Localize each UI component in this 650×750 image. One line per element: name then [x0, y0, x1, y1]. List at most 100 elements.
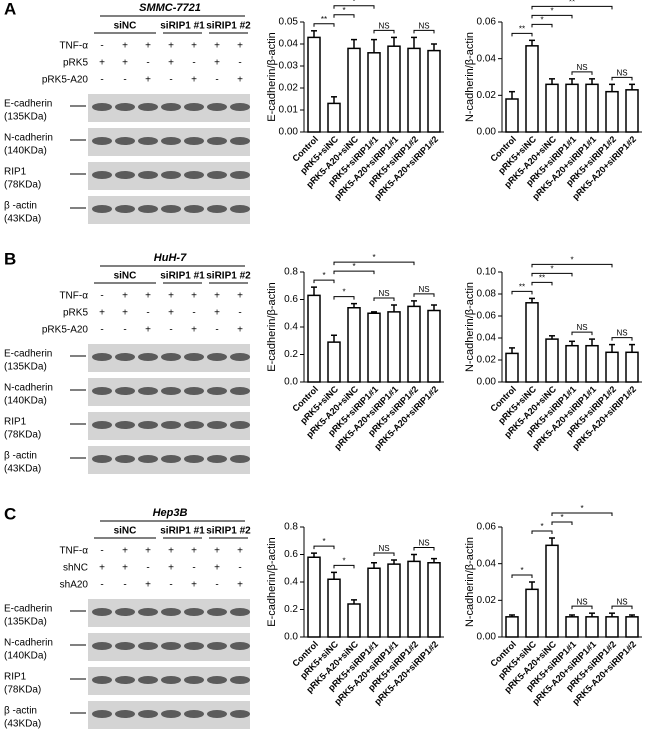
bar — [307, 36, 321, 133]
significance-label: * — [570, 256, 573, 265]
significance-bracket — [611, 337, 633, 341]
treatment-sign: + — [99, 563, 105, 574]
blot-band — [92, 608, 112, 616]
significance-bracket — [571, 71, 593, 75]
band-name: β -actin — [4, 451, 37, 462]
bar — [545, 83, 559, 133]
treatment-sign: + — [191, 325, 197, 336]
significance-bracket — [373, 297, 395, 301]
treatment-sign: + — [237, 546, 243, 557]
blot-band — [207, 455, 227, 463]
treatment-sign: + — [168, 58, 174, 69]
group-label: siNC — [114, 271, 137, 282]
bar — [407, 305, 421, 383]
bar — [407, 560, 421, 638]
blot-band — [92, 137, 112, 145]
cell-line: HuH-7 — [154, 252, 187, 264]
blot-band — [138, 455, 158, 463]
significance-label: NS — [576, 63, 587, 72]
treatment-sign: + — [122, 563, 128, 574]
blot-band — [115, 353, 135, 361]
treatment-sign: + — [99, 58, 105, 69]
cell-line: SMMC-7721 — [139, 2, 201, 14]
y-tick-label: 0.0 — [284, 632, 298, 643]
blot-band — [184, 171, 204, 179]
band-name: E-cadherin — [4, 349, 52, 360]
y-axis-label: E-cadherin/β-actin — [266, 32, 278, 121]
treatment-sign: - — [215, 325, 218, 336]
y-tick-label: 0.8 — [284, 522, 298, 533]
treatment-sign: + — [122, 308, 128, 319]
bar — [505, 98, 519, 133]
bar — [625, 351, 639, 383]
blot-band — [115, 710, 135, 718]
blot-band — [115, 137, 135, 145]
y-tick-label: 0.00 — [279, 127, 299, 138]
significance-bracket — [373, 29, 395, 34]
significance-label: * — [560, 513, 563, 522]
panel-letter: C — [4, 504, 16, 523]
significance-label: ** — [539, 274, 545, 283]
y-tick-label: 0.4 — [284, 322, 298, 333]
blot-band — [115, 205, 135, 213]
bar — [585, 344, 599, 383]
bar — [347, 307, 361, 383]
significance-label: NS — [378, 289, 389, 298]
treatment-label: shNC — [63, 563, 88, 574]
y-tick-label: 0.00 — [477, 377, 497, 388]
y-tick-label: 0.02 — [477, 355, 497, 366]
blot-band — [230, 421, 250, 429]
blot-band — [138, 676, 158, 684]
blot-band — [161, 205, 181, 213]
significance-label: ** — [569, 0, 575, 6]
bar — [427, 49, 441, 133]
y-tick-label: 0.6 — [284, 549, 298, 560]
y-tick-label: 0.05 — [279, 17, 299, 28]
treatment-sign: + — [168, 41, 174, 52]
group-label: siRIP1 #1 — [160, 526, 205, 537]
treatment-sign: + — [168, 546, 174, 557]
treatment-sign: - — [238, 308, 241, 319]
blot-band — [207, 387, 227, 395]
band-name: RIP1 — [4, 167, 27, 178]
significance-bracket — [413, 547, 435, 551]
blot-band — [184, 642, 204, 650]
blot-band — [230, 103, 250, 111]
treatment-label: pRK5 — [63, 58, 88, 69]
band-size: (135KDa) — [4, 112, 47, 123]
significance-bracket — [313, 23, 335, 27]
blot-band — [207, 642, 227, 650]
blot-band — [161, 455, 181, 463]
bar — [625, 616, 639, 638]
blot-band — [207, 421, 227, 429]
y-tick-label: 0.08 — [477, 289, 497, 300]
blot-band — [184, 676, 204, 684]
blot-band — [115, 676, 135, 684]
band-name: N-cadherin — [4, 638, 53, 649]
significance-bracket — [333, 270, 375, 275]
treatment-sign: + — [122, 41, 128, 52]
bar — [307, 556, 321, 638]
significance-bracket — [333, 14, 355, 18]
y-tick-label: 0.02 — [477, 595, 497, 606]
significance-label: NS — [378, 22, 389, 31]
panel-letter: A — [4, 0, 16, 18]
band-size: (135KDa) — [4, 617, 47, 628]
treatment-sign: + — [168, 291, 174, 302]
bar — [387, 311, 401, 383]
treatment-sign: + — [122, 291, 128, 302]
bar — [605, 616, 619, 638]
band-name: E-cadherin — [4, 604, 52, 615]
blot-band — [184, 455, 204, 463]
treatment-sign: + — [214, 41, 220, 52]
bar — [505, 352, 519, 383]
cell-line: Hep3B — [153, 507, 188, 519]
blot-band — [92, 387, 112, 395]
y-tick-label: 0.00 — [477, 632, 497, 643]
y-tick-label: 0.8 — [284, 267, 298, 278]
y-tick-label: 0.00 — [477, 127, 497, 138]
significance-bracket — [333, 564, 355, 569]
significance-bracket — [611, 76, 633, 81]
treatment-sign: + — [191, 41, 197, 52]
bar — [387, 45, 401, 133]
